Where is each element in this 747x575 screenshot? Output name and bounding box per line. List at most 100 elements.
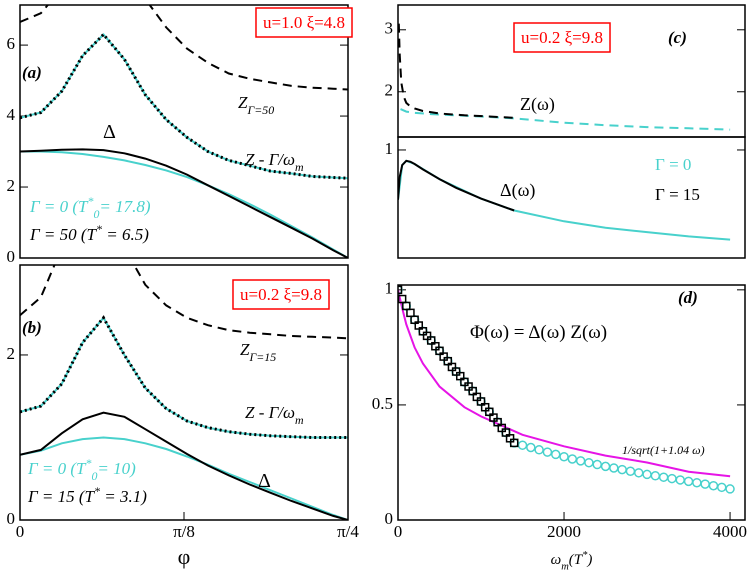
text-part: ω bbox=[551, 552, 562, 568]
text-part: Γ=15 bbox=[248, 350, 276, 364]
point bbox=[550, 449, 561, 460]
point bbox=[592, 459, 602, 470]
y-tick-label: 6 bbox=[7, 34, 16, 53]
frame bbox=[397, 136, 746, 259]
annotation: Γ = 0 bbox=[655, 155, 691, 174]
parameter-frame bbox=[513, 22, 611, 53]
x-axis-label: ωm(T*) bbox=[551, 550, 593, 572]
text-part: Δ bbox=[103, 121, 116, 143]
series-line bbox=[20, 5, 348, 91]
series-line bbox=[20, 411, 348, 520]
text-part: Φ(ω) = Δ(ω) Z(ω) bbox=[470, 322, 607, 343]
annotation: Δ bbox=[103, 121, 116, 143]
parameter-box: u=0.2 ξ=9.8 bbox=[521, 28, 603, 47]
series-line bbox=[20, 315, 348, 439]
point bbox=[700, 479, 710, 489]
point bbox=[517, 440, 528, 450]
text-part: = 3.1) bbox=[100, 487, 147, 506]
plot-area bbox=[20, 265, 348, 520]
x-tick-label: π/4 bbox=[337, 522, 359, 541]
text-part: 0 bbox=[91, 469, 97, 483]
text-part: Γ = 15 bbox=[655, 185, 700, 204]
series-line bbox=[398, 23, 515, 119]
x-axis-label: φ bbox=[178, 544, 191, 569]
point bbox=[667, 473, 677, 484]
panel-label: (c) bbox=[668, 28, 687, 47]
series-line bbox=[400, 108, 731, 131]
annotation: Z - Γ/ωm bbox=[245, 403, 304, 427]
parameter-box: u=1.0 ξ=4.8 bbox=[263, 13, 345, 32]
text-part: Γ = 0 bbox=[655, 155, 691, 174]
parameter-box: u=0.2 ξ=9.8 bbox=[240, 285, 322, 304]
annotation: Δ bbox=[258, 470, 271, 492]
frame bbox=[397, 284, 746, 521]
text-part: Δ(ω) bbox=[500, 180, 535, 201]
text-part: Z bbox=[240, 340, 250, 359]
series-line bbox=[20, 32, 348, 180]
point bbox=[584, 457, 594, 468]
text-part: * bbox=[582, 550, 588, 561]
text-part: * bbox=[88, 194, 94, 208]
text-part: 0 bbox=[93, 207, 99, 221]
text-part: * bbox=[94, 484, 100, 498]
y-tick-label: 1 bbox=[385, 279, 394, 298]
point bbox=[559, 451, 569, 462]
y-tick-label: 2 bbox=[385, 81, 394, 100]
parameter-frame bbox=[232, 279, 330, 310]
text-part: m bbox=[295, 160, 304, 174]
y-tick-label: 2 bbox=[7, 176, 16, 195]
annotation: Γ = 0 (T*0= 17.8) bbox=[29, 194, 151, 221]
panel-label: (b) bbox=[22, 318, 42, 337]
point bbox=[534, 445, 544, 455]
text-part: ) bbox=[586, 552, 592, 568]
y-tick-label: 0 bbox=[7, 247, 16, 266]
y-tick-label: 0 bbox=[7, 509, 16, 528]
point bbox=[725, 484, 735, 494]
point bbox=[609, 463, 619, 473]
point bbox=[717, 482, 727, 493]
text-part: Z - Γ/ω bbox=[245, 150, 295, 169]
x-tick-label: 0 bbox=[16, 522, 25, 541]
point bbox=[509, 438, 519, 448]
point bbox=[406, 308, 415, 318]
text-part: Γ = 50 (T bbox=[29, 225, 98, 244]
text-part: Γ = 0 (T bbox=[29, 197, 89, 216]
annotation: Z - Γ/ωm bbox=[245, 150, 304, 174]
point bbox=[575, 456, 586, 466]
text-part: 1/sqrt(1+1.04 ω) bbox=[622, 443, 705, 457]
text-part: φ bbox=[178, 544, 191, 569]
y-tick-label: 1 bbox=[385, 139, 394, 158]
point bbox=[567, 454, 578, 464]
series-line bbox=[20, 150, 348, 258]
x-tick-label: π/8 bbox=[173, 522, 195, 541]
point bbox=[625, 466, 636, 476]
annotation: Γ = 50 (T* = 6.5) bbox=[29, 222, 149, 244]
point bbox=[658, 472, 669, 482]
text-part: (T bbox=[569, 552, 584, 568]
text-part: Z - Γ/ω bbox=[245, 403, 295, 422]
x-tick-label: 4000 bbox=[713, 522, 747, 541]
panel-label: (d) bbox=[678, 288, 698, 307]
text-part: = 10) bbox=[97, 459, 136, 478]
annotation: Δ(ω) bbox=[500, 180, 535, 201]
plot-area bbox=[20, 5, 348, 258]
text-part: Γ = 0 (T bbox=[27, 459, 87, 478]
text-part: Γ = 15 (T bbox=[27, 487, 96, 506]
frame bbox=[19, 264, 349, 521]
frame bbox=[19, 4, 349, 259]
point bbox=[708, 480, 719, 491]
x-tick-label: 2000 bbox=[547, 522, 581, 541]
text-part: Δ bbox=[258, 470, 271, 492]
series-line bbox=[20, 148, 348, 258]
plot-area bbox=[398, 159, 731, 241]
text-part: * bbox=[96, 222, 102, 236]
y-tick-label: 0.5 bbox=[372, 394, 393, 413]
point bbox=[542, 447, 553, 457]
annotation: Γ = 0 (T*0= 10) bbox=[27, 456, 136, 483]
parameter-frame bbox=[255, 7, 353, 38]
text-part: Z(ω) bbox=[520, 94, 555, 115]
series-line bbox=[20, 265, 348, 340]
point bbox=[633, 468, 644, 478]
